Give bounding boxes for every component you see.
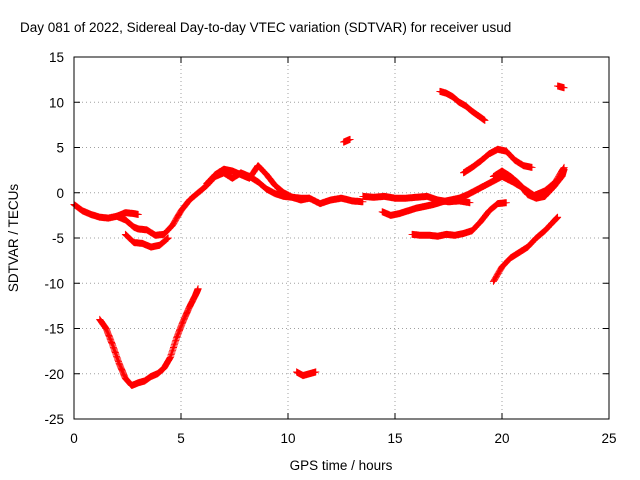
series-arc-late-rise [489,213,562,285]
data-point-markers [436,87,489,124]
series-arc-evening-hump [489,165,568,202]
y-tick-label: -10 [44,276,64,291]
x-axis-label: GPS time / hours [290,458,393,473]
series-arc-afternoon-lower [378,163,568,219]
series-arc-small-mid [340,135,354,146]
series-arc-late-spike [554,82,568,92]
series-arc-deep-dip [96,285,202,389]
y-axis-label: SDTVAR / TECUs [6,184,21,293]
data-point-markers [489,213,562,285]
series-arc-evening-rise [460,145,536,177]
data-point-markers [554,82,568,92]
series-arc-early-left [70,201,142,222]
data-point-markers [489,165,568,202]
chart-title: Day 081 of 2022, Sidereal Day-to-day VTE… [20,20,511,35]
series-arc-small-noon [293,368,320,380]
y-tick-label: -20 [44,367,64,382]
data-point-markers [96,285,202,389]
x-tick-label: 5 [177,431,185,446]
grid [74,57,609,419]
series-arc-dip [121,230,172,251]
series-arc-high [436,87,489,124]
x-tick-label: 25 [601,431,616,446]
y-tick-label: 10 [49,95,64,110]
x-tick-label: 20 [494,431,509,446]
data-markers [70,82,568,389]
x-tick-label: 10 [280,431,295,446]
x-tick-label: 15 [387,431,402,446]
x-tick-label: 0 [70,431,78,446]
data-point-markers [203,162,367,208]
y-tick-label: -25 [44,412,64,427]
data-point-markers [293,368,320,380]
y-tick-label: 5 [56,141,64,156]
y-tick-label: -15 [44,322,64,337]
data-point-markers [121,230,172,251]
data-point-markers [340,135,354,146]
y-tick-label: 0 [56,186,64,201]
y-tick-label: -5 [52,231,64,246]
series-arc-afternoon-bottom [408,199,510,240]
axis-ticks: 0 5 10 15 20 25 -25 -20 -15 -10 -5 0 5 10 15 [44,50,616,446]
data-point-markers [460,145,536,177]
data-point-markers [378,163,568,219]
y-tick-label: 15 [49,50,64,65]
series-arc-peak [203,162,367,208]
data-point-markers [408,199,510,240]
data-point-markers [70,201,142,222]
